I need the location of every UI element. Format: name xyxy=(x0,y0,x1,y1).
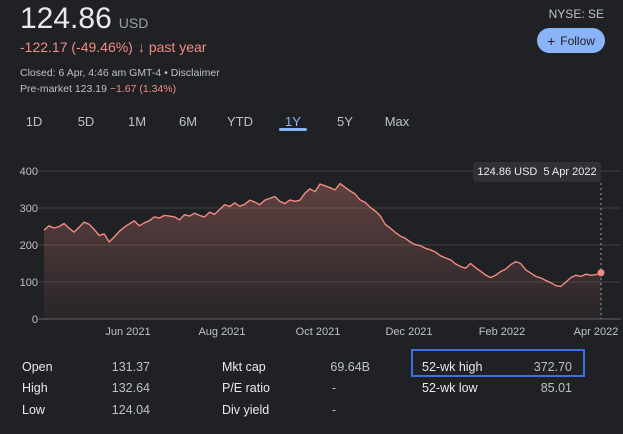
current-price: 124.86 xyxy=(20,2,112,35)
tab-1m[interactable]: 1M xyxy=(127,114,147,129)
stat-52wk-low-value: 85.01 xyxy=(540,381,572,395)
time-range-tabs: 1D 5D 1M 6M YTD 1Y 5Y Max xyxy=(0,112,623,138)
change-period: past year xyxy=(148,39,207,55)
stat-mkt-cap-value: 69.64B xyxy=(330,360,370,374)
stat-div-yield-label: Div yield xyxy=(222,403,270,417)
price-header: 124.86 USD xyxy=(20,2,148,36)
stat-52wk-high-value: 372.70 xyxy=(533,360,572,374)
y-tick-label: 100 xyxy=(20,277,38,289)
tab-5d[interactable]: 5D xyxy=(77,114,95,129)
exchange-ticker: NYSE: SE xyxy=(548,7,604,21)
price-line xyxy=(43,182,602,288)
y-tick-label: 400 xyxy=(20,166,38,178)
premarket-info: Pre-market 123.19 −1.67 (1.34%) xyxy=(20,83,176,95)
highlight-box xyxy=(411,349,585,377)
stat-high-value: 132.64 xyxy=(111,381,150,395)
x-tick-label: Oct 2021 xyxy=(296,326,341,338)
tab-max[interactable]: Max xyxy=(384,114,410,129)
stat-pe-ratio-label: P/E ratio xyxy=(222,381,270,395)
x-tick-label: Feb 2022 xyxy=(479,326,525,338)
change-value: -122.17 (-49.46%) xyxy=(20,39,133,55)
y-tick-label: 300 xyxy=(20,203,38,215)
stat-52wk-low-label: 52-wk low xyxy=(422,381,478,395)
y-tick-label: 200 xyxy=(20,240,38,252)
stat-high-label: High xyxy=(22,381,48,395)
price-chart[interactable]: 0 100 200 300 400 Jun 2021 Aug 2021 Oct 2021 De… xyxy=(0,150,623,345)
stat-open-value: 131.37 xyxy=(111,360,150,374)
x-tick-label: Apr 2022 xyxy=(574,326,619,338)
premarket-change: −1.67 (1.34%) xyxy=(109,83,177,95)
key-stats: Open 131.37 High 132.64 Low 124.04 Mkt c… xyxy=(0,355,623,425)
currency-label: USD xyxy=(118,15,149,31)
tab-1d[interactable]: 1D xyxy=(25,114,43,129)
active-tab-indicator xyxy=(279,128,307,131)
closed-time-disclaimer[interactable]: Closed: 6 Apr, 4:46 am GMT-4 • Disclaime… xyxy=(20,67,220,79)
stat-low-value: 124.04 xyxy=(111,403,150,417)
x-tick-label: Dec 2021 xyxy=(385,326,432,338)
tooltip-date: 5 Apr 2022 xyxy=(543,166,597,178)
x-tick-label: Aug 2021 xyxy=(198,326,245,338)
follow-button[interactable]: + Follow xyxy=(537,28,605,53)
x-tick-label: Jun 2021 xyxy=(105,326,150,338)
stat-div-yield-value: - xyxy=(331,403,336,417)
price-area-fill xyxy=(44,183,601,319)
stat-52wk-high-label: 52-wk high xyxy=(422,360,483,374)
last-price-dot xyxy=(597,269,605,277)
arrow-down-icon: ↓ xyxy=(137,39,145,55)
plus-icon: + xyxy=(547,32,556,49)
y-tick-label: 0 xyxy=(32,314,38,326)
tab-6m[interactable]: 6M xyxy=(178,114,198,129)
tab-1y[interactable]: 1Y xyxy=(285,114,301,129)
chart-tooltip: 124.86 USD 5 Apr 2022 xyxy=(473,162,601,182)
tooltip-value: 124.86 USD xyxy=(477,166,538,178)
premarket-price: Pre-market 123.19 xyxy=(20,83,107,95)
tab-ytd[interactable]: YTD xyxy=(227,114,253,129)
follow-label: Follow xyxy=(560,33,595,48)
stat-mkt-cap-label: Mkt cap xyxy=(222,360,266,374)
price-change: -122.17 (-49.46%) ↓ past year xyxy=(20,39,206,55)
stat-low-label: Low xyxy=(22,403,45,417)
tab-5y[interactable]: 5Y xyxy=(337,114,353,129)
stat-pe-ratio-value: - xyxy=(331,381,336,395)
stat-open-label: Open xyxy=(22,360,53,374)
